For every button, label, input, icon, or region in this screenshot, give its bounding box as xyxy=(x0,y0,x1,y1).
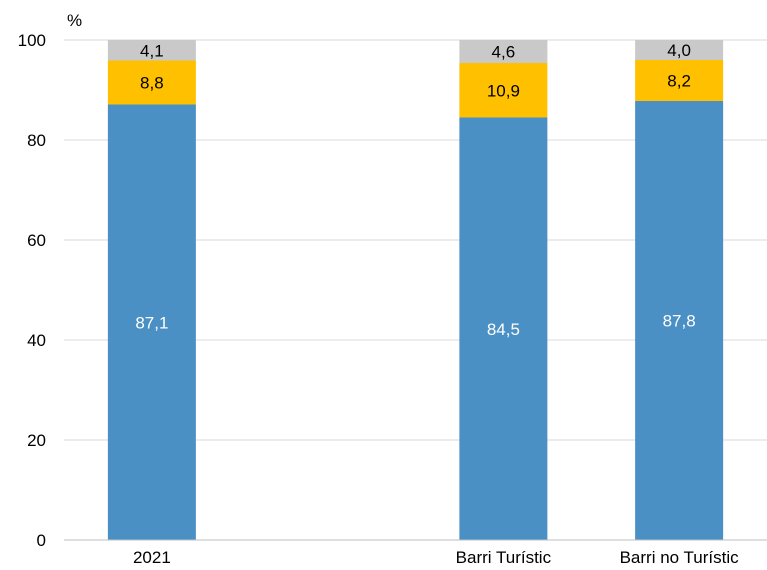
bars xyxy=(107,40,724,540)
bar-segment xyxy=(107,104,196,540)
bar-segment xyxy=(635,60,724,101)
bar-segment xyxy=(635,40,724,60)
bar-segment xyxy=(107,40,196,61)
bar-segment xyxy=(107,60,196,105)
data-label: 84,5 xyxy=(487,320,520,339)
data-label: 4,0 xyxy=(667,41,691,60)
data-label: 4,6 xyxy=(492,43,516,62)
x-tick-label: Barri no Turístic xyxy=(620,548,740,565)
x-tick-label: 2021 xyxy=(133,548,171,565)
y-axis-label: % xyxy=(67,11,82,30)
y-tick-label: 20 xyxy=(27,431,46,450)
data-label: 10,9 xyxy=(487,81,520,100)
y-tick-label: 60 xyxy=(27,231,46,250)
bar-segment xyxy=(459,63,548,118)
data-label: 8,8 xyxy=(140,74,164,93)
y-tick-label: 0 xyxy=(37,531,46,550)
bar-segment xyxy=(459,117,548,540)
x-axis-ticks: 2021 Barri Turístic Barri no Turístic xyxy=(133,548,740,567)
data-labels: 87,1 8,8 4,1 84,5 10,9 4,6 87,8 8,2 4,0 xyxy=(135,41,695,339)
data-label: 87,8 xyxy=(663,312,696,331)
bar-segment xyxy=(635,101,724,540)
x-tick-label: Barri Turístic xyxy=(456,548,552,565)
y-tick-label: 80 xyxy=(27,131,46,150)
data-label: 87,1 xyxy=(135,313,168,332)
y-axis-ticks: 0 20 40 60 80 100 xyxy=(18,31,46,550)
data-label: 8,2 xyxy=(667,72,691,91)
y-tick-label: 40 xyxy=(27,331,46,350)
bar-segment xyxy=(459,40,548,63)
y-tick-label: 100 xyxy=(18,31,46,50)
data-label: 4,1 xyxy=(140,41,164,60)
